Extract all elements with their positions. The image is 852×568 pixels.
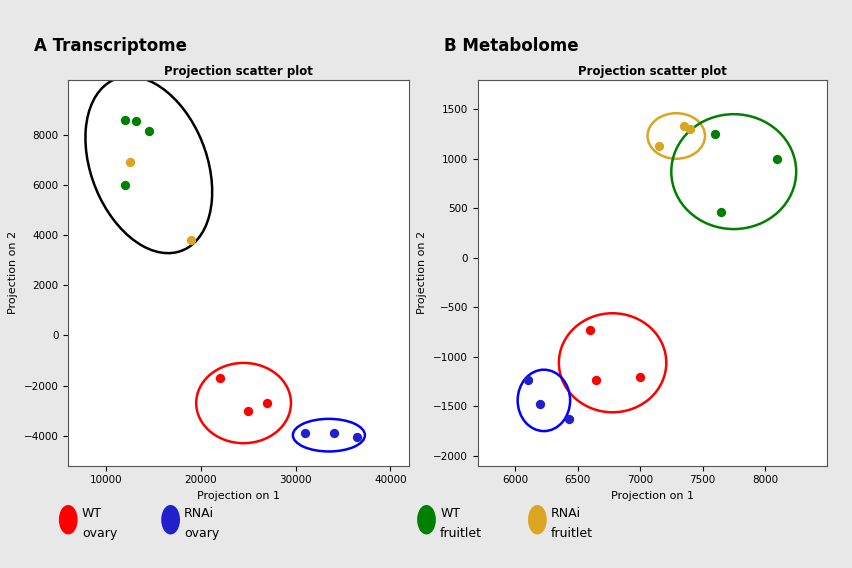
Point [350,432,364,441]
X-axis label: Projection on 1: Projection on 1 [197,491,280,501]
Text: RNAi: RNAi [550,507,580,520]
Point [130,116,143,126]
Point [714,208,728,217]
Point [651,141,665,151]
Title: Projection scatter plot: Projection scatter plot [164,65,313,78]
Text: fruitlet: fruitlet [550,527,592,540]
X-axis label: Projection on 1: Projection on 1 [610,491,694,501]
Point [123,158,136,167]
Text: ovary: ovary [184,527,219,540]
Text: WT: WT [82,507,102,520]
Point [521,375,534,384]
Text: RNAi: RNAi [184,507,214,520]
Point [213,373,227,382]
Point [326,429,340,438]
Point [682,124,696,133]
Text: ovary: ovary [82,527,117,540]
Point [532,400,546,409]
Text: A Transcriptome: A Transcriptome [34,37,187,55]
Point [769,154,783,163]
Y-axis label: Projection on 2: Projection on 2 [8,231,18,314]
Point [241,406,255,415]
Text: fruitlet: fruitlet [440,527,481,540]
Point [260,399,273,408]
Point [676,122,690,131]
Title: Projection scatter plot: Projection scatter plot [578,65,726,78]
Point [118,115,132,124]
Text: B Metabolome: B Metabolome [443,37,578,55]
Point [583,325,596,335]
Text: WT: WT [440,507,460,520]
Point [589,375,602,384]
Point [561,415,575,424]
Point [141,127,155,136]
Point [632,372,646,381]
Point [118,180,132,189]
Point [707,130,721,139]
Point [184,236,198,245]
Point [298,429,312,438]
Y-axis label: Projection on 2: Projection on 2 [417,231,427,314]
